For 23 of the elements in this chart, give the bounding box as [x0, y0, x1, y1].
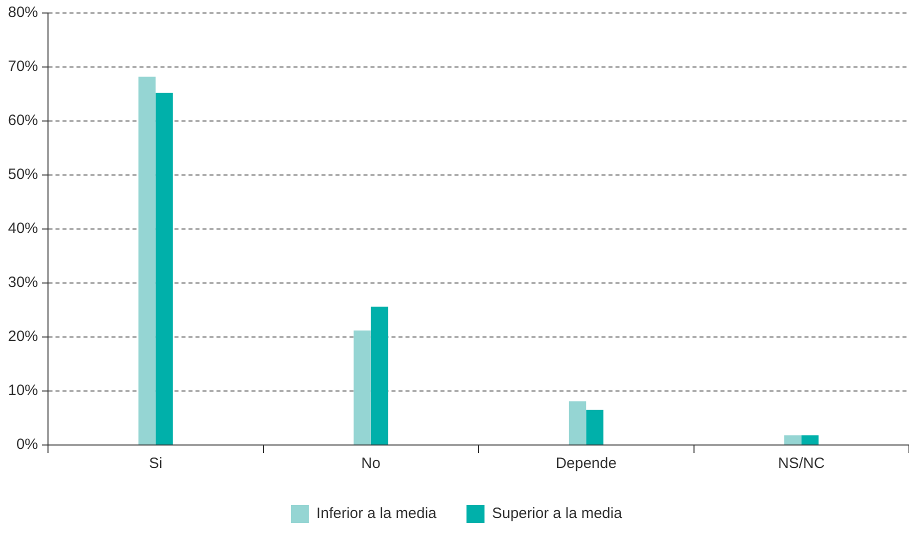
bar [586, 410, 604, 444]
y-tick-label: 70% [8, 58, 38, 76]
bar [138, 76, 156, 444]
bar [784, 435, 802, 444]
bar [568, 401, 586, 444]
x-tick-label: NS/NC [778, 455, 825, 472]
y-tick-label: 60% [8, 112, 38, 130]
bar [156, 92, 173, 444]
legend-label: Superior a la media [492, 505, 623, 522]
y-tick-label: 30% [8, 274, 38, 292]
y-tick-label: 20% [8, 328, 38, 346]
y-tick-label: 80% [8, 4, 38, 22]
x-tick-label: No [361, 455, 380, 472]
y-tick-label: 10% [8, 382, 38, 400]
y-tick-label: 0% [16, 436, 38, 454]
bar [801, 435, 819, 444]
legend-label: Inferior a la media [316, 505, 438, 522]
x-tick-label: Depende [556, 455, 617, 472]
bar [370, 306, 388, 444]
y-tick-label: 50% [8, 166, 38, 184]
x-tick-label: Si [148, 455, 162, 472]
y-tick-label: 40% [8, 220, 38, 238]
bar [354, 330, 371, 444]
